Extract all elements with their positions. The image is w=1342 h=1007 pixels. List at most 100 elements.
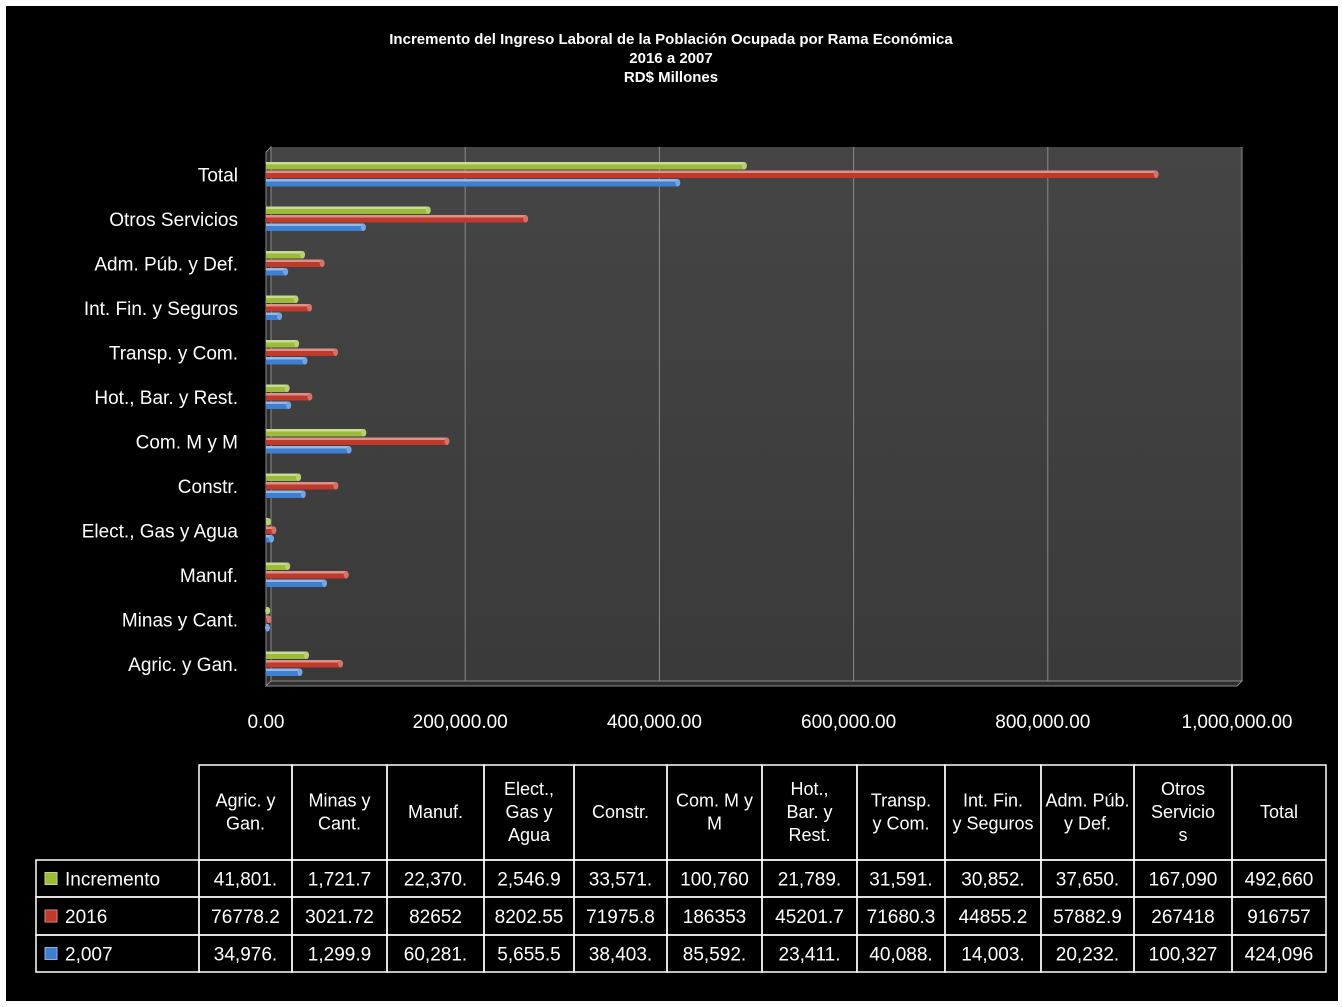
bar-cap — [300, 490, 306, 498]
bar-face — [266, 668, 300, 676]
table-value: 21,789. — [778, 870, 841, 891]
bar-highlight — [266, 490, 304, 493]
table-value: 2,546.9 — [497, 870, 560, 891]
table-value: 1,721.7 — [308, 870, 371, 891]
bar-cap — [286, 401, 292, 409]
bar-highlight — [266, 251, 303, 254]
bar — [266, 357, 308, 365]
bar-face — [266, 579, 325, 587]
table-value: 424,096 — [1245, 945, 1314, 966]
chart-subtitle: 2016 a 2007 — [629, 50, 713, 67]
bar-highlight — [266, 651, 307, 654]
table-header-label: Elect., Gas y Agua — [504, 779, 554, 845]
table-legend-cell — [35, 934, 200, 973]
bar-face — [266, 562, 288, 570]
bar — [266, 162, 747, 170]
table-value: 60,281. — [404, 945, 467, 966]
legend-label: 2,007 — [65, 945, 113, 966]
x-tick-label: 0.00 — [248, 712, 285, 733]
table-value: 267418 — [1151, 907, 1214, 928]
bar-face — [266, 206, 429, 214]
bar-cap — [302, 357, 308, 365]
bar — [266, 526, 277, 534]
table-header-cell — [856, 764, 946, 861]
bar — [266, 473, 302, 481]
bar-highlight — [266, 668, 300, 671]
bar — [266, 562, 291, 570]
table-header-label: Otros Servicio s — [1151, 779, 1215, 845]
bar-cap — [523, 215, 529, 223]
table-value: 45201.7 — [775, 907, 844, 928]
table-header-label: Manuf. — [408, 802, 463, 822]
table-value: 44855.2 — [959, 907, 1028, 928]
y-tick-label: Int. Fin. y Seguros — [84, 299, 238, 320]
table-header-label: Adm. Púb. y Def. — [1045, 791, 1129, 834]
bar-highlight — [266, 562, 288, 565]
bar-highlight — [266, 304, 310, 307]
legend-swatch — [44, 872, 58, 885]
bar-cap — [1153, 170, 1159, 178]
table-header-label: Hot., Bar. y Rest. — [786, 779, 832, 845]
bar-cap — [265, 518, 271, 526]
bar-cap — [285, 562, 291, 570]
bar-cap — [277, 312, 283, 320]
table-value: 186353 — [683, 907, 746, 928]
bar-face — [266, 429, 364, 437]
table-value: 14,003. — [961, 945, 1024, 966]
bar-face — [266, 571, 347, 579]
table-value: 33,571. — [589, 870, 652, 891]
bar-cap — [333, 348, 339, 356]
bar — [266, 206, 431, 214]
table-value: 3021.72 — [305, 907, 374, 928]
bar — [266, 490, 306, 498]
bar-cap — [284, 384, 290, 392]
bar-highlight — [266, 446, 350, 449]
bar-cap — [307, 393, 313, 401]
bar-cap — [343, 571, 349, 579]
bar-face — [266, 446, 350, 454]
y-tick-label: Agric. y Gan. — [128, 655, 238, 676]
y-tick-label: Adm. Púb. y Def. — [94, 254, 238, 275]
legend-label: Incremento — [65, 870, 160, 891]
bar-cap — [675, 179, 681, 187]
y-tick-label: Constr. — [178, 477, 238, 498]
bar-face — [266, 393, 310, 401]
table-value: 492,660 — [1245, 870, 1314, 891]
bar-cap — [294, 340, 300, 348]
bar — [266, 535, 274, 543]
bar-face — [266, 251, 303, 259]
bar-cap — [322, 579, 328, 587]
plot-floor — [264, 680, 1244, 687]
x-tick-label: 400,000.00 — [607, 712, 702, 733]
table-value: 37,650. — [1056, 870, 1119, 891]
table-value: 57882.9 — [1053, 907, 1122, 928]
plot-back-wall — [271, 147, 1242, 681]
y-tick-label: Elect., Gas y Agua — [82, 521, 239, 542]
bar-face — [266, 162, 745, 170]
table-value: 23,411. — [779, 945, 841, 966]
bar-cap — [297, 668, 303, 676]
legend-swatch — [44, 947, 58, 960]
table-value: 40,088. — [869, 945, 932, 966]
bar-face — [266, 526, 274, 534]
bar — [266, 384, 290, 392]
y-tick-label: Com. M y M — [136, 432, 238, 453]
bar-highlight — [266, 295, 296, 298]
y-tick-label: Otros Servicios — [109, 210, 238, 231]
bar-cap — [283, 268, 289, 276]
bar-cap — [304, 651, 310, 659]
bar-highlight — [266, 393, 310, 396]
bar — [265, 624, 270, 632]
bar-face — [266, 473, 299, 481]
bar — [266, 223, 366, 231]
bar — [266, 295, 299, 303]
y-tick-label: Total — [198, 165, 238, 186]
bar-highlight — [266, 579, 325, 582]
bar-face — [266, 215, 526, 223]
x-tick-label: 200,000.00 — [413, 712, 508, 733]
legend-swatch — [44, 909, 58, 923]
bar-face — [266, 651, 307, 659]
bar — [265, 607, 271, 615]
table-value: 34,976. — [214, 945, 277, 966]
chart-subtitle-units: RD$ Millones — [623, 69, 719, 86]
